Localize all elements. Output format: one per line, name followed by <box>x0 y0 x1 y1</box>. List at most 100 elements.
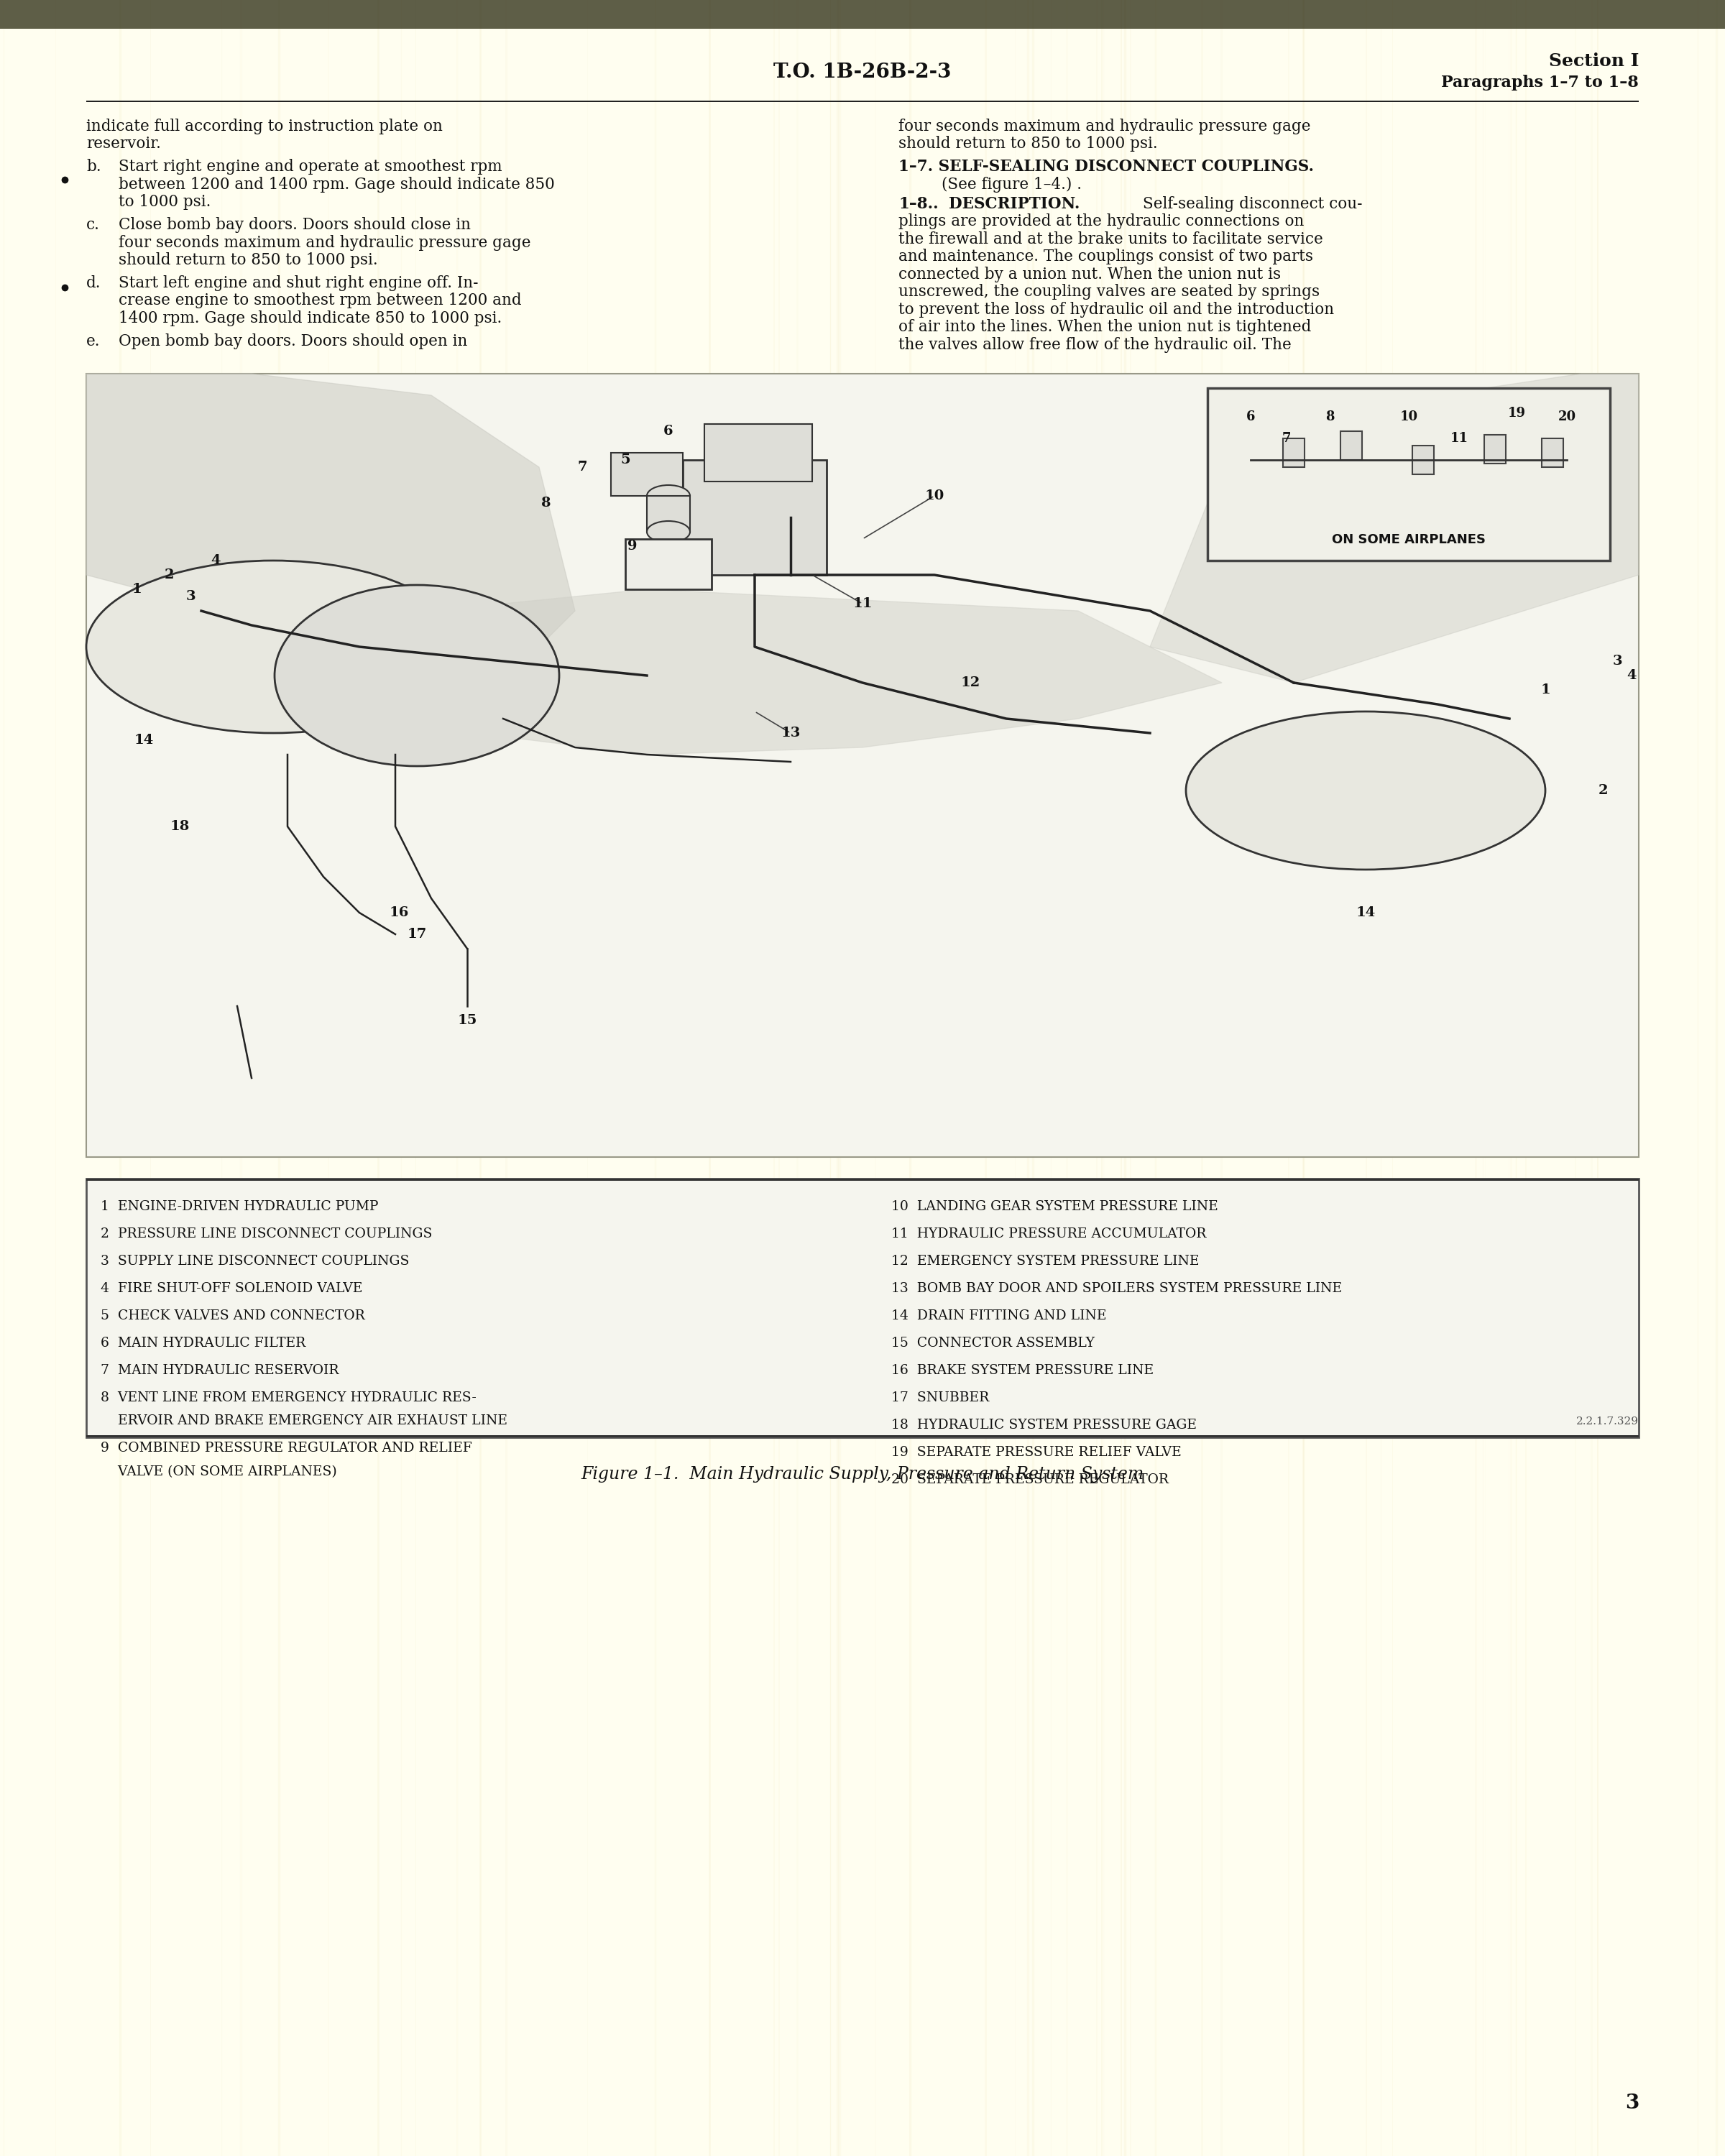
Text: 14: 14 <box>1356 906 1375 918</box>
Text: 1  ENGINE-DRIVEN HYDRAULIC PUMP: 1 ENGINE-DRIVEN HYDRAULIC PUMP <box>100 1201 378 1214</box>
Text: ON SOME AIRPLANES: ON SOME AIRPLANES <box>1332 533 1485 545</box>
Text: c.: c. <box>86 218 100 233</box>
Bar <box>86 373 1639 1158</box>
Text: 3  SUPPLY LINE DISCONNECT COUPLINGS: 3 SUPPLY LINE DISCONNECT COUPLINGS <box>100 1255 409 1268</box>
Text: 10: 10 <box>925 489 944 502</box>
Bar <box>86 1436 1639 1438</box>
Text: d.: d. <box>86 276 102 291</box>
Text: should return to 850 to 1000 psi.: should return to 850 to 1000 psi. <box>899 136 1157 151</box>
Text: 19: 19 <box>1508 407 1525 420</box>
Text: 3: 3 <box>1625 2093 1639 2113</box>
Text: 20  SEPARATE PRESSURE REGULATOR: 20 SEPARATE PRESSURE REGULATOR <box>892 1473 1170 1485</box>
Text: 13  BOMB BAY DOOR AND SPOILERS SYSTEM PRESSURE LINE: 13 BOMB BAY DOOR AND SPOILERS SYSTEM PRE… <box>892 1283 1342 1296</box>
Text: Start right engine and operate at smoothest rpm: Start right engine and operate at smooth… <box>119 160 502 175</box>
Text: unscrewed, the coupling valves are seated by springs: unscrewed, the coupling valves are seate… <box>899 285 1320 300</box>
Text: indicate full according to instruction plate on: indicate full according to instruction p… <box>86 119 443 134</box>
Text: connected by a union nut. When the union nut is: connected by a union nut. When the union… <box>899 267 1282 282</box>
Text: 14  DRAIN FITTING AND LINE: 14 DRAIN FITTING AND LINE <box>892 1309 1106 1322</box>
Text: the valves allow free flow of the hydraulic oil. The: the valves allow free flow of the hydrau… <box>899 336 1292 354</box>
Ellipse shape <box>647 485 690 507</box>
Polygon shape <box>1151 373 1639 683</box>
Text: four seconds maximum and hydraulic pressure gage: four seconds maximum and hydraulic press… <box>899 119 1311 134</box>
Text: 2  PRESSURE LINE DISCONNECT COUPLINGS: 2 PRESSURE LINE DISCONNECT COUPLINGS <box>100 1227 433 1240</box>
Text: 15  CONNECTOR ASSEMBLY: 15 CONNECTOR ASSEMBLY <box>892 1337 1095 1350</box>
Text: four seconds maximum and hydraulic pressure gage: four seconds maximum and hydraulic press… <box>119 235 531 250</box>
Text: 8  VENT LINE FROM EMERGENCY HYDRAULIC RES-: 8 VENT LINE FROM EMERGENCY HYDRAULIC RES… <box>100 1391 476 1404</box>
Bar <box>86 1179 1639 1181</box>
Bar <box>86 1179 1639 1438</box>
Polygon shape <box>288 589 1221 755</box>
Text: 16  BRAKE SYSTEM PRESSURE LINE: 16 BRAKE SYSTEM PRESSURE LINE <box>892 1365 1154 1378</box>
Text: 8: 8 <box>1325 410 1333 423</box>
Text: 4: 4 <box>210 554 221 567</box>
Text: 7: 7 <box>578 461 586 474</box>
Text: 16: 16 <box>390 906 409 918</box>
Text: 1–8..: 1–8.. <box>899 196 938 211</box>
Text: to prevent the loss of hydraulic oil and the introduction: to prevent the loss of hydraulic oil and… <box>899 302 1333 317</box>
Text: 18  HYDRAULIC SYSTEM PRESSURE GAGE: 18 HYDRAULIC SYSTEM PRESSURE GAGE <box>892 1419 1197 1432</box>
Ellipse shape <box>1187 711 1546 869</box>
Text: 3: 3 <box>1613 655 1621 668</box>
Text: 11: 11 <box>852 597 873 610</box>
Text: 8: 8 <box>542 496 550 509</box>
Text: Paragraphs 1–7 to 1–8: Paragraphs 1–7 to 1–8 <box>1440 75 1639 91</box>
Text: 4  FIRE SHUT-OFF SOLENOID VALVE: 4 FIRE SHUT-OFF SOLENOID VALVE <box>100 1283 362 1296</box>
Text: should return to 850 to 1000 psi.: should return to 850 to 1000 psi. <box>119 252 378 267</box>
Bar <box>1484 436 1506 464</box>
Text: 5: 5 <box>621 453 630 466</box>
Text: and maintenance. The couplings consist of two parts: and maintenance. The couplings consist o… <box>899 248 1313 265</box>
Text: Self-sealing disconnect cou-: Self-sealing disconnect cou- <box>1144 196 1363 211</box>
Bar <box>1340 431 1363 459</box>
Bar <box>1283 438 1304 468</box>
Text: b.: b. <box>86 160 102 175</box>
Text: 1: 1 <box>1540 683 1551 696</box>
Text: T.O. 1B-26B-2-3: T.O. 1B-26B-2-3 <box>773 63 952 82</box>
Text: reservoir.: reservoir. <box>86 136 160 151</box>
Text: 3: 3 <box>186 591 195 604</box>
Text: Section I: Section I <box>1549 52 1639 69</box>
Text: 11: 11 <box>1451 431 1468 444</box>
Text: 18: 18 <box>169 819 190 832</box>
Text: 19  SEPARATE PRESSURE RELIEF VALVE: 19 SEPARATE PRESSURE RELIEF VALVE <box>892 1447 1182 1460</box>
Text: Figure 1–1.  Main Hydraulic Supply, Pressure and Return System: Figure 1–1. Main Hydraulic Supply, Press… <box>581 1466 1144 1483</box>
Polygon shape <box>86 373 574 683</box>
Text: 14: 14 <box>135 733 154 746</box>
Text: 13: 13 <box>781 727 800 740</box>
Text: VALVE (ON SOME AIRPLANES): VALVE (ON SOME AIRPLANES) <box>100 1466 336 1479</box>
Ellipse shape <box>647 522 690 543</box>
Text: 1: 1 <box>131 582 141 595</box>
Text: 6: 6 <box>664 425 673 438</box>
Bar <box>1542 438 1563 468</box>
Text: 2.2.1.7.329: 2.2.1.7.329 <box>1577 1416 1639 1427</box>
Ellipse shape <box>86 561 461 733</box>
Text: DESCRIPTION.: DESCRIPTION. <box>949 196 1080 211</box>
Text: 20: 20 <box>1558 410 1577 423</box>
Text: 10  LANDING GEAR SYSTEM PRESSURE LINE: 10 LANDING GEAR SYSTEM PRESSURE LINE <box>892 1201 1218 1214</box>
Text: the firewall and at the brake units to facilitate service: the firewall and at the brake units to f… <box>899 231 1323 248</box>
Text: 10: 10 <box>1399 410 1418 423</box>
Bar <box>1208 388 1609 561</box>
Bar <box>0 0 1725 28</box>
Text: 15: 15 <box>457 1013 478 1026</box>
Text: 17: 17 <box>407 927 426 940</box>
Text: Start left engine and shut right engine off. In-: Start left engine and shut right engine … <box>119 276 478 291</box>
Text: crease engine to smoothest rpm between 1200 and: crease engine to smoothest rpm between 1… <box>119 293 521 308</box>
Text: ERVOIR AND BRAKE EMERGENCY AIR EXHAUST LINE: ERVOIR AND BRAKE EMERGENCY AIR EXHAUST L… <box>100 1414 507 1427</box>
Text: 4: 4 <box>1627 668 1637 681</box>
Text: 12  EMERGENCY SYSTEM PRESSURE LINE: 12 EMERGENCY SYSTEM PRESSURE LINE <box>892 1255 1199 1268</box>
Bar <box>626 539 712 589</box>
Text: Close bomb bay doors. Doors should close in: Close bomb bay doors. Doors should close… <box>119 218 471 233</box>
Text: 2: 2 <box>1597 785 1608 798</box>
Text: 9: 9 <box>628 539 637 552</box>
Text: 1–7. SELF-SEALING DISCONNECT COUPLINGS.: 1–7. SELF-SEALING DISCONNECT COUPLINGS. <box>899 160 1314 175</box>
Bar <box>704 425 812 481</box>
Bar <box>1413 446 1433 474</box>
Text: 2: 2 <box>164 569 174 582</box>
Text: 5  CHECK VALVES AND CONNECTOR: 5 CHECK VALVES AND CONNECTOR <box>100 1309 366 1322</box>
Ellipse shape <box>274 584 559 765</box>
Text: 11  HYDRAULIC PRESSURE ACCUMULATOR: 11 HYDRAULIC PRESSURE ACCUMULATOR <box>892 1227 1206 1240</box>
Text: to 1000 psi.: to 1000 psi. <box>119 194 210 209</box>
Bar <box>683 459 826 576</box>
Text: (See figure 1–4.) .: (See figure 1–4.) . <box>942 177 1082 192</box>
Bar <box>611 453 683 496</box>
